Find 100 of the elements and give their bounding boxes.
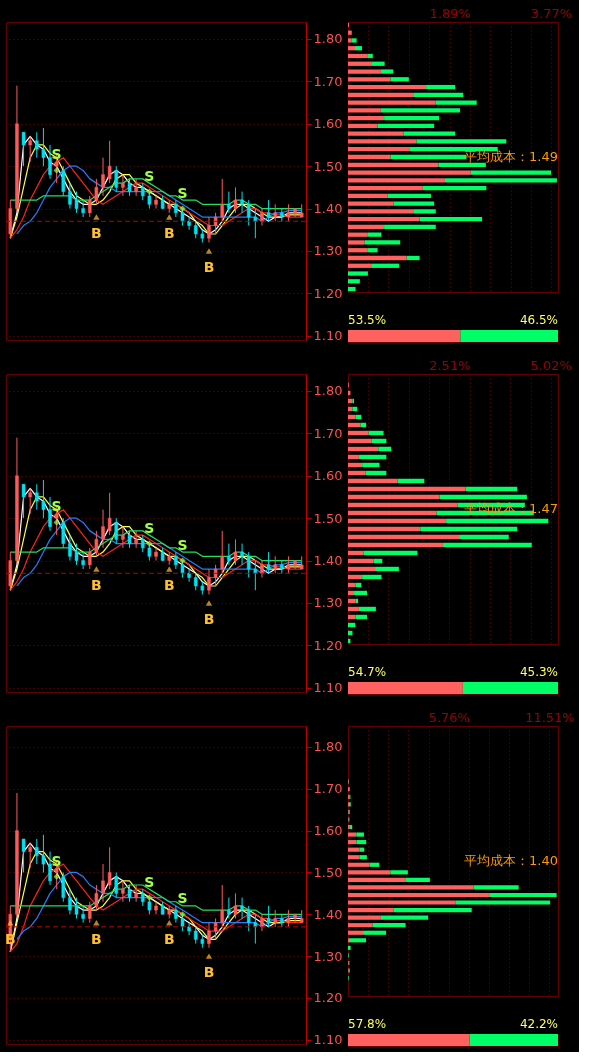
bar (393, 201, 435, 206)
bar (422, 185, 487, 191)
bar (377, 123, 435, 129)
x-tick-label: 3.77% (530, 5, 573, 21)
candlestick (114, 871, 119, 899)
candlestick (187, 922, 191, 936)
bar (348, 454, 359, 460)
bar (371, 263, 400, 268)
candlestick (227, 191, 231, 214)
text: S (177, 890, 188, 907)
bar (348, 438, 372, 444)
bar (446, 518, 549, 524)
bar (362, 462, 380, 468)
y-tick-label: 1.20 (313, 285, 343, 301)
annotation: 平均成本：1.49 (464, 149, 558, 164)
bar (348, 69, 381, 74)
candlestick (94, 884, 99, 911)
y-tick-label: 1.40 (313, 906, 343, 922)
point (179, 205, 186, 212)
y-tick-label: 1.60 (313, 468, 343, 484)
candlestick (134, 884, 138, 903)
candlestick (213, 212, 218, 235)
text: B (203, 610, 215, 627)
bar (348, 510, 437, 516)
bar (348, 486, 466, 492)
y-tick-label: 1.60 (313, 823, 343, 839)
y-tick-label: 1.60 (313, 116, 343, 132)
y-tick-label: 1.80 (313, 739, 343, 755)
candlestick (266, 551, 271, 574)
candlestick (21, 483, 26, 519)
bar (348, 930, 364, 935)
bar (348, 598, 356, 604)
candlestick (68, 888, 72, 915)
bar (348, 224, 385, 230)
point (146, 894, 153, 901)
candlestick (154, 547, 158, 562)
point (53, 167, 60, 174)
candlestick (41, 834, 46, 873)
candlestick (101, 863, 105, 903)
candlestick (266, 905, 271, 928)
bar (348, 582, 356, 588)
bar (465, 486, 518, 492)
bar (348, 193, 388, 198)
candlestick (28, 135, 32, 163)
x-tick-label: 2.51% (429, 357, 471, 373)
candlestick (35, 483, 39, 511)
candlestick (94, 530, 99, 557)
bar (352, 406, 358, 412)
bar (348, 945, 351, 950)
y-tick-label: 1.50 (313, 510, 343, 526)
candlestick (74, 543, 79, 566)
bar (348, 462, 363, 468)
bar (363, 550, 418, 556)
series-label: B (4, 930, 16, 947)
bar (420, 526, 518, 532)
bar (348, 847, 360, 852)
bar (348, 131, 404, 136)
bar (363, 930, 387, 935)
bar (419, 217, 483, 222)
y-tick-label: 1.40 (313, 553, 343, 569)
bar (356, 832, 364, 837)
bar (348, 170, 471, 175)
bar (348, 414, 356, 420)
candlestick (233, 538, 238, 566)
bar (348, 614, 356, 620)
bar (348, 534, 460, 540)
bar (348, 286, 356, 292)
bar (348, 209, 414, 214)
bar (354, 590, 367, 596)
y-tick-label: 1.10 (313, 680, 343, 696)
candlestick (74, 191, 79, 214)
bar (348, 116, 385, 121)
bar (348, 855, 360, 860)
point (166, 214, 173, 220)
bar (372, 923, 406, 928)
candlestick (101, 509, 105, 549)
candlestick (293, 208, 297, 218)
candlestick (253, 208, 258, 239)
candlestick (227, 543, 231, 566)
bar (348, 38, 352, 43)
bar (348, 92, 414, 97)
point (146, 540, 153, 547)
candlestick (246, 905, 251, 932)
candlestick (107, 140, 112, 184)
bar (403, 131, 456, 136)
candlestick (233, 892, 238, 919)
bar (409, 147, 498, 152)
y-tick-label: 1.10 (313, 328, 343, 344)
point (166, 566, 173, 572)
candlestick (21, 838, 26, 873)
bar (348, 263, 372, 268)
point (205, 248, 213, 254)
bar (367, 248, 378, 253)
bar (348, 84, 427, 90)
bar (348, 248, 368, 253)
bar (390, 77, 409, 82)
x-tick-label: 5.02% (530, 357, 572, 373)
candlestick (174, 199, 178, 218)
point (146, 188, 153, 195)
bar (348, 923, 373, 928)
